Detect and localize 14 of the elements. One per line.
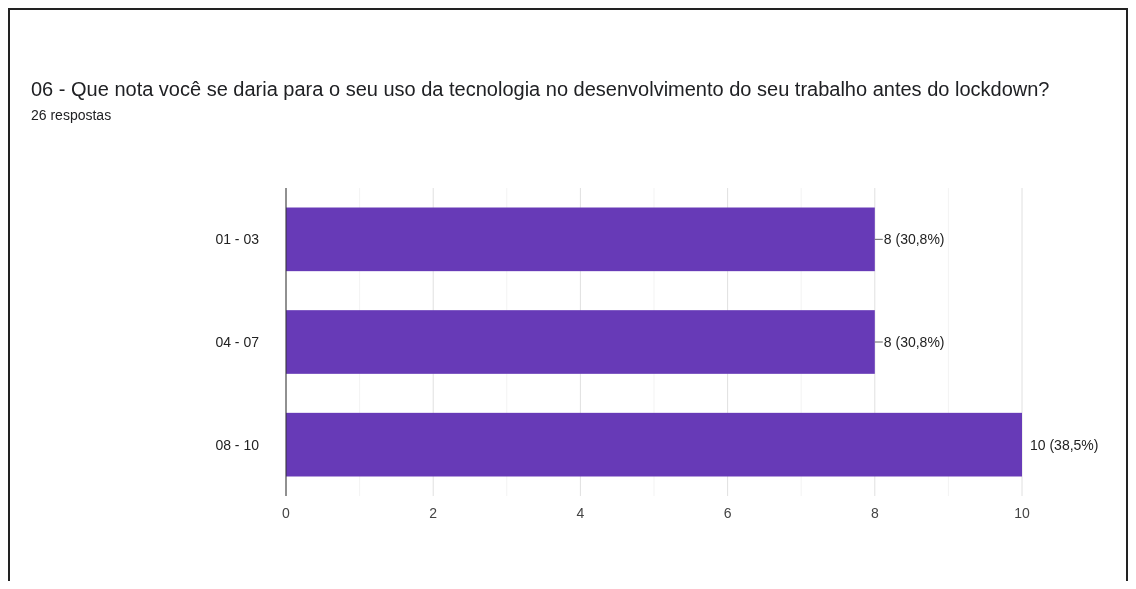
- y-tick-label: 01 - 03: [215, 231, 260, 248]
- y-tick-label: 08 - 10: [215, 436, 260, 453]
- chart-title: 06 - Que nota você se daria para o seu uso da tecnologia no desenvolvimento do seu trabalho antes do lockdown?: [31, 78, 1050, 100]
- x-tick-label: 8: [870, 505, 879, 521]
- x-tick-label: 10: [1014, 505, 1030, 521]
- x-tick-label: 4: [576, 505, 585, 521]
- x-tick-label: 0: [282, 505, 291, 521]
- text: 26 respostas: [31, 107, 112, 123]
- data-label: 8 (30,8%): [883, 231, 945, 248]
- y-tick-label: 04 - 07: [215, 334, 260, 350]
- x-tick-label: 2: [429, 505, 438, 521]
- data-label: 8 (30,8%): [883, 334, 945, 350]
- x-tick-label: 6: [723, 505, 732, 521]
- data-label: 10 (38,5%): [1030, 436, 1099, 453]
